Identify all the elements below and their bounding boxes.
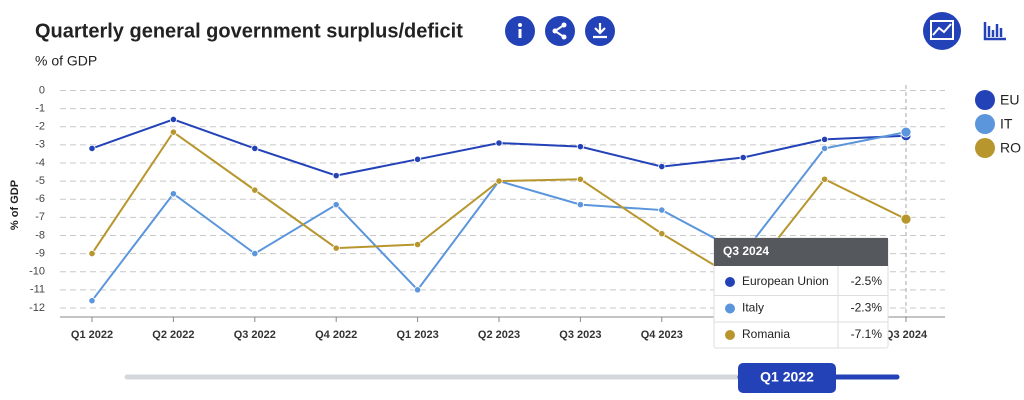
legend-label: RO [1000,140,1021,156]
legend-marker [975,114,995,134]
y-tick-label: -1 [35,102,45,114]
data-point [900,126,912,138]
download-button[interactable] [585,16,615,46]
line-chart-button[interactable] [923,12,961,50]
y-tick-label: -6 [35,193,45,205]
data-point [413,240,422,249]
y-tick-label: -4 [35,157,45,169]
data-point [658,230,666,238]
data-point [576,201,585,209]
data-point [495,139,503,147]
data-point [658,162,666,171]
share-button[interactable] [545,16,575,46]
tooltip-value: -7.1% [851,327,883,341]
x-tick-label: Q4 2022 [315,329,357,341]
y-tick-label: -10 [29,266,45,278]
x-tick-label: Q3 2024 [885,329,928,341]
tooltip-name: Romania [742,327,790,341]
y-tick-label: -2 [35,121,45,133]
slider-handle[interactable] [738,363,836,393]
range-slider[interactable]: Q1 2022 [124,363,900,393]
tooltip-marker [725,277,735,287]
data-point [251,144,259,153]
x-tick-label: Q1 2022 [71,329,113,341]
legend-marker [975,138,995,158]
data-point [739,153,747,162]
tooltip-marker [725,330,735,340]
x-tick-label: Q4 2023 [641,329,683,341]
y-tick-label: 0 [39,84,45,96]
data-point [576,175,585,183]
legend-marker [975,90,995,110]
series-line [91,118,907,177]
tooltip-title: Q3 2024 [723,244,769,258]
x-tick-label: Q3 2022 [234,329,276,341]
y-tick-label: -8 [35,229,45,241]
y-axis-title: % of GDP [9,180,21,230]
data-point [332,172,340,180]
data-point [495,177,503,185]
tooltip-name: Italy [742,301,764,315]
x-tick-label: Q2 2022 [152,329,194,341]
legend-label: EU [1000,92,1019,108]
x-tick-label: Q3 2023 [559,329,601,341]
data-point [820,144,829,153]
data-point [332,201,340,209]
data-point [169,128,177,136]
y-tick-label: -7 [35,211,45,223]
data-point [658,206,666,214]
tooltip-marker [725,303,735,314]
legend-label: IT [1000,116,1013,132]
bar-chart-button[interactable] [983,22,1006,41]
x-tick-label: Q2 2023 [478,329,520,341]
chart-title: Quarterly general government surplus/def… [35,20,463,42]
data-point [88,249,96,258]
y-tick-label: -9 [35,247,45,259]
data-point [88,144,96,153]
data-point [169,115,177,124]
tooltip-value: -2.3% [851,301,883,315]
info-button[interactable] [505,16,535,46]
data-point [820,135,829,143]
data-point [900,213,912,225]
data-point [332,244,340,252]
tooltip-name: European Union [742,274,829,288]
y-tick-label: -5 [35,175,45,187]
data-point [251,186,259,194]
data-point [576,143,585,151]
tooltip-value: -2.5% [851,274,883,288]
y-tick-label: -12 [29,302,45,314]
slider-label: Q1 2022 [760,369,814,385]
data-point [413,155,422,163]
data-point [169,190,177,198]
data-point [88,297,96,305]
y-tick-label: -3 [35,139,45,151]
y-tick-label: -11 [30,284,45,296]
tooltip-header [714,238,888,266]
x-tick-label: Q1 2023 [396,329,438,341]
chart-subtitle: % of GDP [35,53,97,69]
data-point [820,175,829,183]
data-point [251,249,259,258]
data-point [413,286,422,294]
